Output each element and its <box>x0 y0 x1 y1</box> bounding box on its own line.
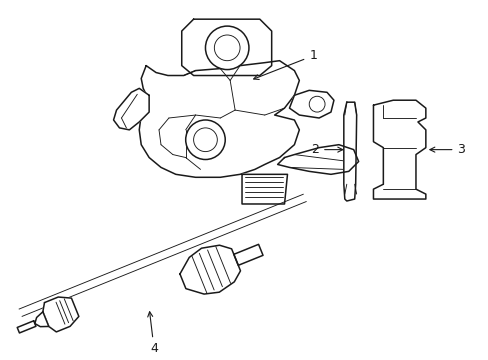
Polygon shape <box>113 88 149 130</box>
Text: 2: 2 <box>310 143 342 156</box>
Polygon shape <box>373 100 425 199</box>
Circle shape <box>205 26 248 69</box>
Polygon shape <box>35 312 49 327</box>
Text: 4: 4 <box>147 312 158 355</box>
Polygon shape <box>242 174 287 204</box>
Polygon shape <box>139 61 299 177</box>
Polygon shape <box>233 244 263 265</box>
Polygon shape <box>343 102 356 201</box>
Text: 1: 1 <box>253 49 316 80</box>
Polygon shape <box>17 321 36 333</box>
Polygon shape <box>289 90 333 118</box>
Text: 3: 3 <box>429 143 465 156</box>
Polygon shape <box>43 297 79 332</box>
Circle shape <box>185 120 225 159</box>
Polygon shape <box>277 145 358 174</box>
Polygon shape <box>180 245 240 294</box>
Circle shape <box>308 96 325 112</box>
Polygon shape <box>182 19 271 76</box>
